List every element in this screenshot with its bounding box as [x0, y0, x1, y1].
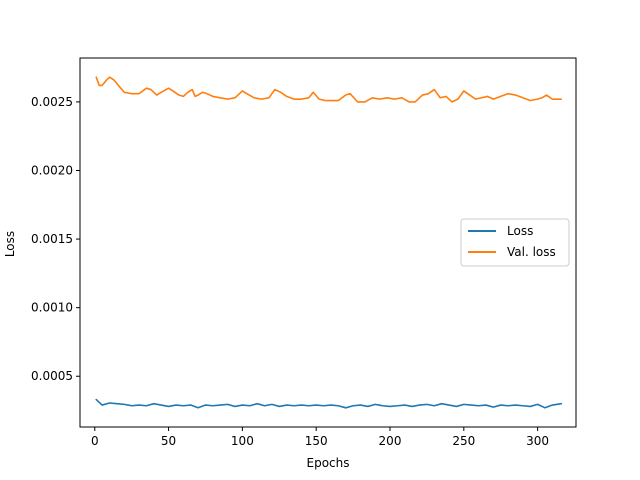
- x-tick-label: 200: [379, 434, 402, 448]
- y-tick-label: 0.0010: [31, 301, 73, 315]
- series-line-loss: [95, 398, 563, 409]
- x-axis-label: Epochs: [307, 456, 350, 470]
- y-axis-ticks: 0.0005 0.0010 0.0015 0.0020 0.0025: [31, 95, 80, 383]
- legend-label-val-loss: Val. loss: [507, 245, 556, 259]
- y-tick-label: 0.0015: [31, 232, 73, 246]
- x-tick-label: 150: [305, 434, 328, 448]
- y-tick-label: 0.0025: [31, 95, 73, 109]
- x-tick-label: 50: [161, 434, 176, 448]
- series-layer: [95, 76, 563, 409]
- x-tick-label: 300: [526, 434, 549, 448]
- x-axis-ticks: 0 50 100 150 200 250 300: [91, 427, 549, 448]
- y-axis-label: Loss: [3, 231, 17, 257]
- series-line-val-loss: [95, 76, 563, 103]
- plot-frame: [79, 57, 577, 428]
- x-tick-label: 250: [452, 434, 475, 448]
- y-tick-label: 0.0020: [31, 163, 73, 177]
- legend: Loss Val. loss: [460, 218, 570, 267]
- y-tick-label: 0.0005: [31, 369, 73, 383]
- x-tick-label: 0: [91, 434, 99, 448]
- legend-label-loss: Loss: [507, 224, 533, 238]
- x-tick-label: 100: [231, 434, 254, 448]
